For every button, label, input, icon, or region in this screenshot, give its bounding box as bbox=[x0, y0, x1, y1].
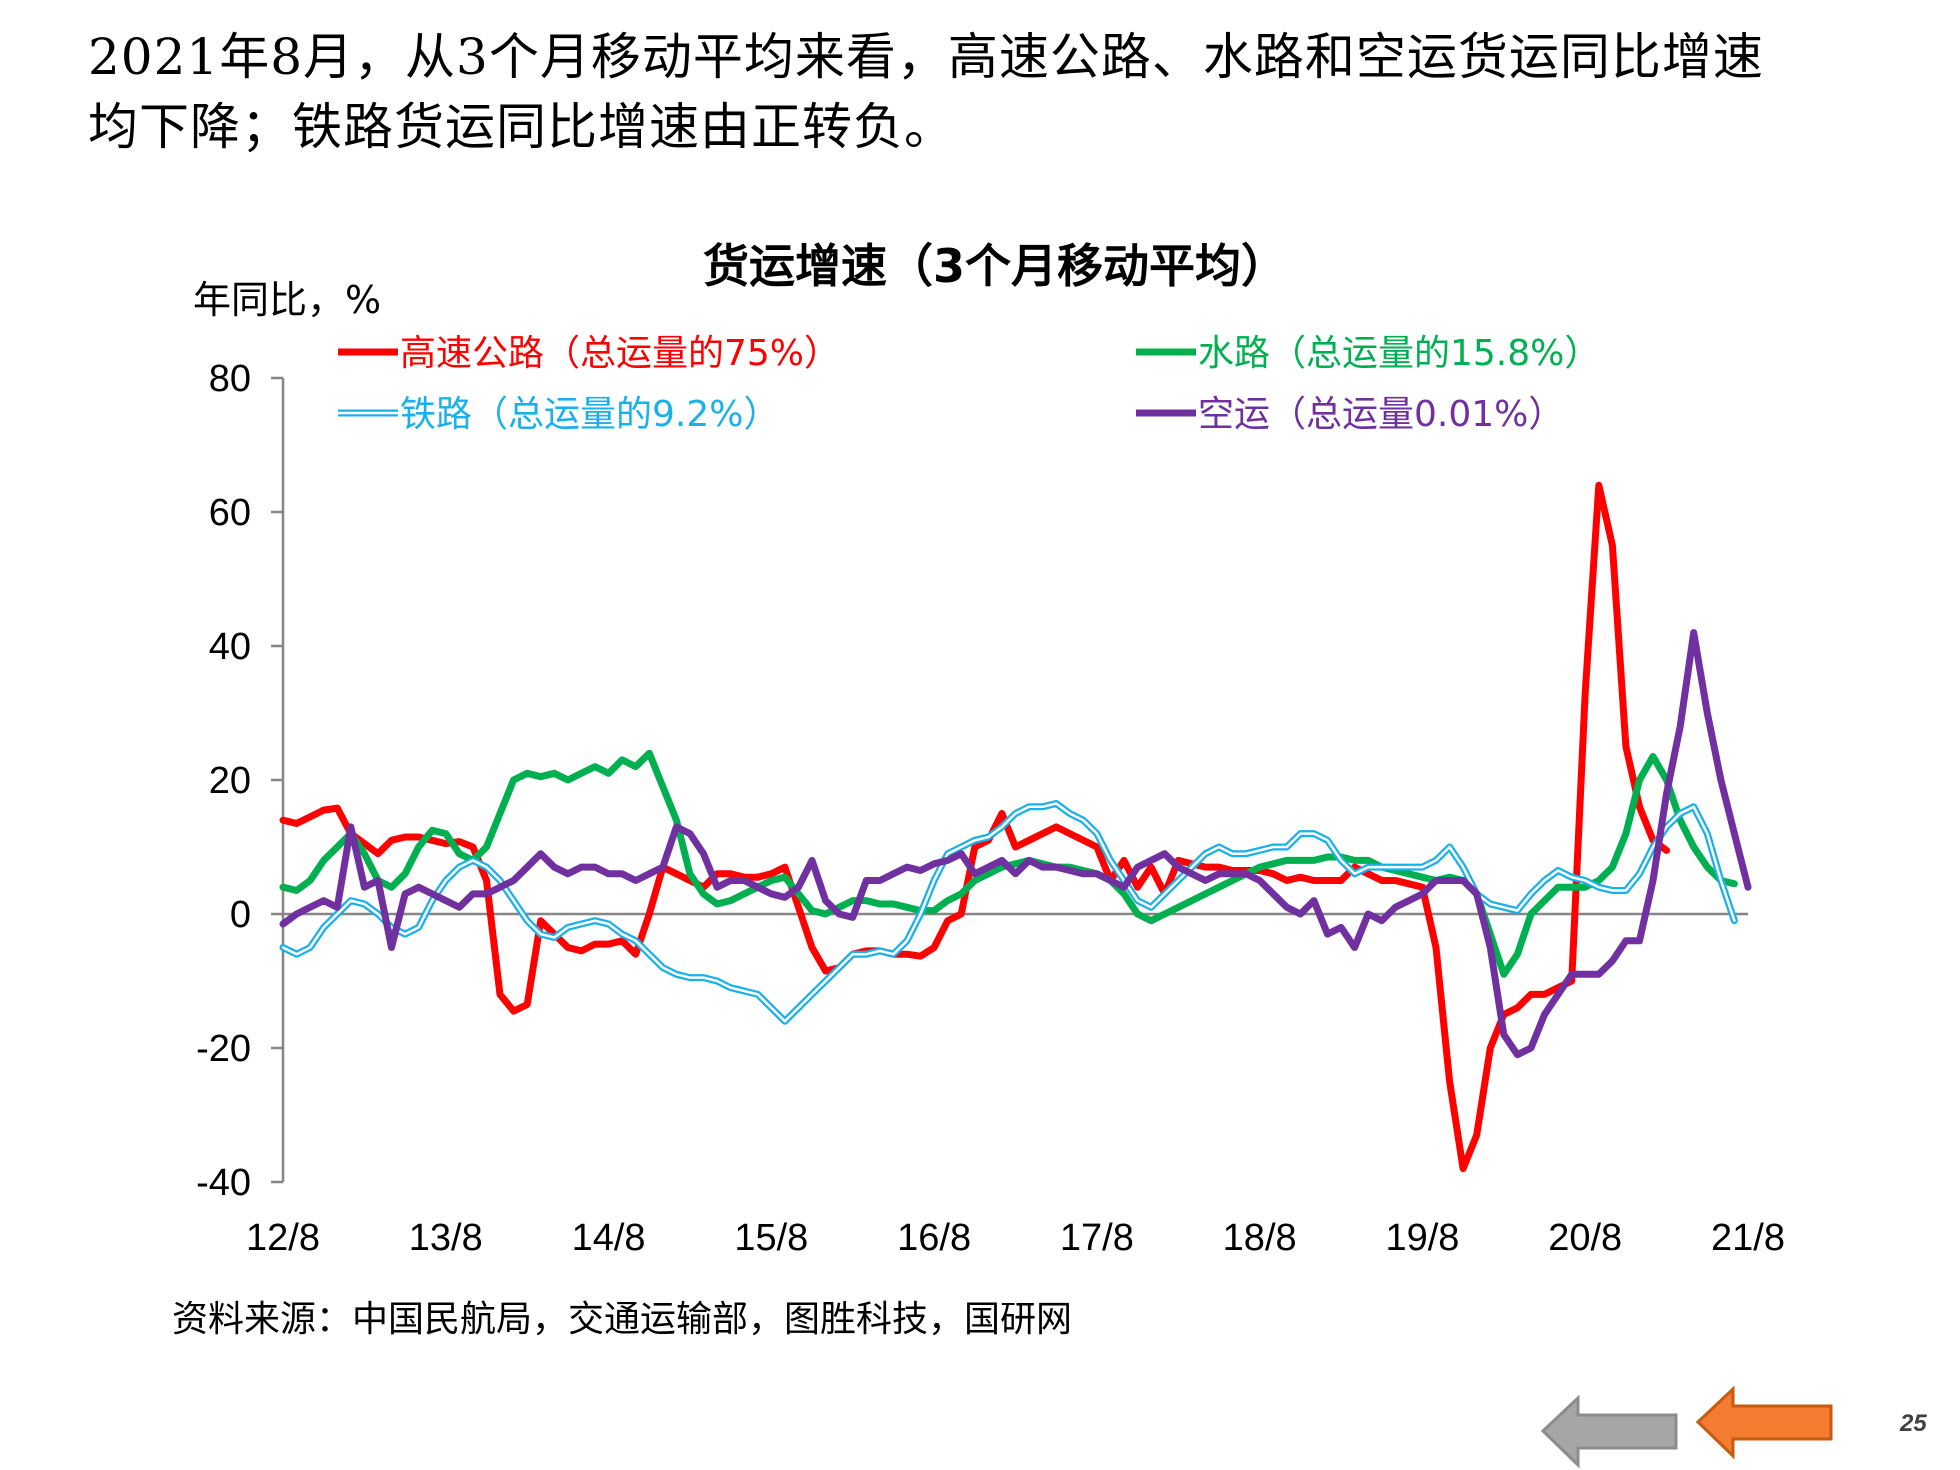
x-tick-label: 19/8 bbox=[1385, 1217, 1459, 1259]
source-note: 资料来源：中国民航局，交通运输部，图胜科技，国研网 bbox=[172, 1299, 1073, 1340]
legend-entry-1: 水路（总运量的15.8%） bbox=[1136, 333, 1600, 374]
headline-line-1: 2021年8月，从3个月移动平均来看，高速公路、水路和空运货运同比增速 bbox=[88, 28, 1764, 86]
legend-entry-2: 铁路（总运量的9.2%） bbox=[338, 394, 779, 435]
y-tick-label: 0 bbox=[230, 894, 251, 936]
x-tick-label: 21/8 bbox=[1711, 1217, 1785, 1259]
headline: 2021年8月，从3个月移动平均来看，高速公路、水路和空运货运同比增速 均下降；… bbox=[88, 22, 1928, 162]
y-tick-label: -40 bbox=[196, 1162, 251, 1204]
x-tick-label: 18/8 bbox=[1223, 1217, 1297, 1259]
back-nav-button[interactable] bbox=[1540, 1395, 1680, 1470]
series-line-0 bbox=[279, 481, 1671, 1173]
chart-title: 货运增速（3个月移动平均） bbox=[703, 239, 1287, 293]
y-axis-unit-label: 年同比，% bbox=[193, 278, 381, 322]
y-tick-label: 40 bbox=[209, 626, 251, 668]
y-tick-label: 60 bbox=[209, 492, 251, 534]
x-tick-label: 14/8 bbox=[572, 1217, 646, 1259]
left-arrow-icon bbox=[1540, 1395, 1678, 1469]
left-arrow-icon bbox=[1695, 1386, 1833, 1460]
axes: -40 -20 0 20 40 60 80 12/8 13/8 14/8 15/8 16/8 17/8 1… bbox=[196, 358, 1785, 1259]
x-tick-label: 17/8 bbox=[1060, 1217, 1134, 1259]
series-line-3 bbox=[279, 629, 1752, 1059]
forward-nav-button[interactable] bbox=[1695, 1386, 1835, 1461]
legend-label: 空运（总运量0.01%） bbox=[1198, 394, 1564, 435]
x-tick-label: 16/8 bbox=[897, 1217, 971, 1259]
y-tick-label: -20 bbox=[196, 1028, 251, 1070]
series-layer bbox=[279, 481, 1752, 1173]
legend-entry-0: 高速公路（总运量的75%） bbox=[338, 333, 840, 374]
legend-label: 水路（总运量的15.8%） bbox=[1198, 333, 1600, 374]
series-line-2-inner bbox=[281, 802, 1736, 1023]
y-tick-label: 20 bbox=[209, 760, 251, 802]
legend-entry-3: 空运（总运量0.01%） bbox=[1136, 394, 1564, 435]
legend-label: 铁路（总运量的9.2%） bbox=[400, 394, 779, 435]
y-tick-label: 80 bbox=[209, 358, 251, 400]
x-tick-label: 20/8 bbox=[1548, 1217, 1622, 1259]
legend-label: 高速公路（总运量的75%） bbox=[400, 333, 840, 374]
page-number: 25 bbox=[1900, 1410, 1927, 1437]
x-tick-label: 12/8 bbox=[246, 1217, 320, 1259]
x-tick-label: 15/8 bbox=[734, 1217, 808, 1259]
legend: 高速公路（总运量的75%） 水路（总运量的15.8%） 铁路（总运量的9.2%） 空运… bbox=[338, 333, 1600, 435]
headline-line-2: 均下降；铁路货运同比增速由正转负。 bbox=[88, 98, 955, 156]
x-tick-label: 13/8 bbox=[409, 1217, 483, 1259]
